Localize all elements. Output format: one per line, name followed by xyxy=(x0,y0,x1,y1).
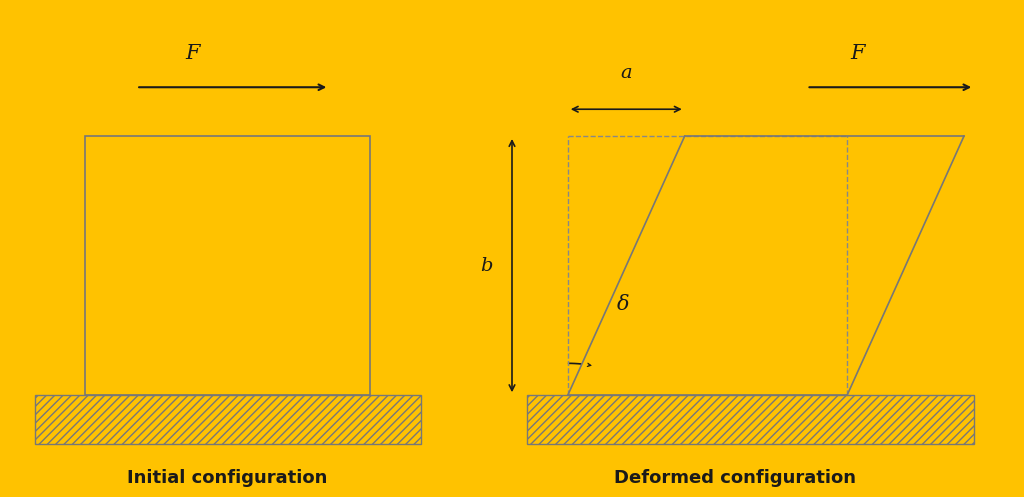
Text: F: F xyxy=(184,44,200,63)
Text: a: a xyxy=(621,64,632,82)
Text: δ: δ xyxy=(616,296,630,315)
Bar xyxy=(35,395,421,444)
Bar xyxy=(527,395,974,444)
Bar xyxy=(85,136,370,395)
Text: Deformed configuration: Deformed configuration xyxy=(614,469,856,487)
Text: F: F xyxy=(850,44,864,63)
Text: Initial configuration: Initial configuration xyxy=(127,469,328,487)
Text: b: b xyxy=(480,256,493,275)
